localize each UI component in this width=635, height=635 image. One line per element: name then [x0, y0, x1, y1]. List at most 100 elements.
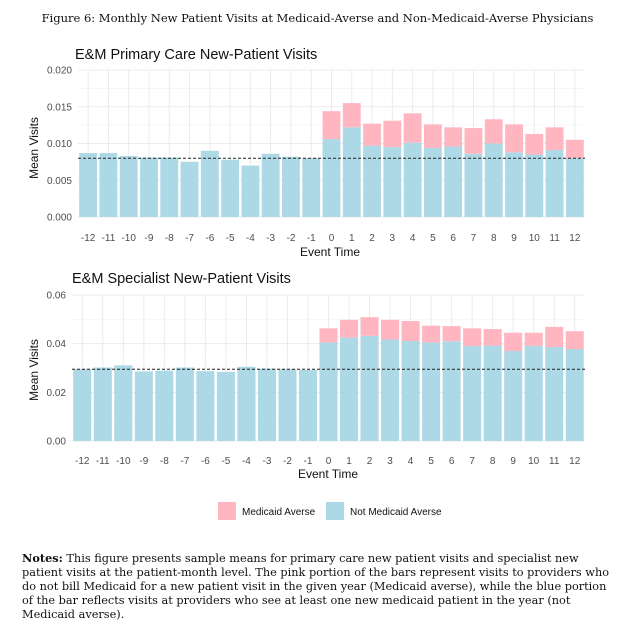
- x-tick-label: 0: [326, 456, 332, 467]
- bar-medicaid-averse: [565, 139, 584, 159]
- x-tick-label: -11: [102, 233, 116, 244]
- x-tick-label: 3: [387, 456, 393, 467]
- x-tick-label: -6: [201, 456, 210, 467]
- bar-not-medicaid-averse: [442, 341, 461, 441]
- bar-not-medicaid-averse: [339, 337, 359, 441]
- bar-not-medicaid-averse: [200, 150, 219, 217]
- bar-not-medicaid-averse: [79, 153, 98, 217]
- bar-medicaid-averse: [423, 124, 442, 148]
- bar-not-medicaid-averse: [401, 340, 420, 441]
- x-tick-label: 11: [549, 233, 560, 244]
- x-tick-label: 12: [569, 456, 581, 467]
- y-tick-label: 0.02: [47, 388, 67, 399]
- bar-medicaid-averse: [545, 127, 564, 151]
- bar-not-medicaid-averse: [381, 339, 400, 441]
- bar-medicaid-averse: [319, 328, 338, 343]
- bar-medicaid-averse: [363, 123, 381, 146]
- bar-not-medicaid-averse: [175, 367, 194, 441]
- bar-medicaid-averse: [463, 328, 482, 347]
- x-tick-label: -12: [75, 456, 90, 467]
- bar-not-medicaid-averse: [93, 367, 112, 441]
- bar-not-medicaid-averse: [160, 157, 179, 217]
- bar-not-medicaid-averse: [383, 147, 402, 217]
- x-tick-label: -2: [286, 233, 295, 244]
- y-tick-label: 0.000: [47, 213, 72, 224]
- x-tick-label: -10: [116, 456, 131, 467]
- chart2-ylabel: Mean Visits: [27, 339, 41, 401]
- x-tick-label: 7: [471, 233, 477, 244]
- bar-not-medicaid-averse: [484, 143, 503, 217]
- x-tick-label: 2: [367, 456, 373, 467]
- x-tick-label: 5: [430, 233, 436, 244]
- x-tick-label: -1: [304, 456, 313, 467]
- x-tick-label: 10: [529, 233, 541, 244]
- bar-medicaid-averse: [545, 326, 564, 348]
- bar-medicaid-averse: [505, 124, 523, 153]
- bar-not-medicaid-averse: [196, 371, 215, 441]
- chart1-title: E&M Primary Care New-Patient Visits: [75, 47, 317, 63]
- bar-not-medicaid-averse: [134, 371, 153, 441]
- bar-not-medicaid-averse: [257, 368, 276, 441]
- x-tick-label: -5: [221, 456, 230, 467]
- bar-medicaid-averse: [504, 332, 523, 351]
- x-tick-label: -7: [180, 456, 189, 467]
- bar-not-medicaid-averse: [261, 153, 280, 217]
- bar-not-medicaid-averse: [319, 342, 338, 441]
- legend-swatch-medicaid-averse: [218, 502, 236, 520]
- bar-not-medicaid-averse: [363, 145, 381, 217]
- bar-medicaid-averse: [565, 331, 584, 350]
- bar-not-medicaid-averse: [504, 350, 523, 441]
- bar-medicaid-averse: [381, 319, 400, 340]
- bar-not-medicaid-averse: [505, 152, 523, 217]
- bar-not-medicaid-averse: [180, 161, 199, 217]
- x-tick-label: -1: [307, 233, 316, 244]
- bar-not-medicaid-averse: [524, 345, 543, 441]
- bar-not-medicaid-averse: [302, 158, 321, 217]
- x-tick-label: 1: [346, 456, 352, 467]
- y-tick-label: 0.010: [47, 139, 72, 150]
- bar-not-medicaid-averse: [322, 139, 341, 217]
- x-tick-label: 6: [450, 233, 456, 244]
- bar-not-medicaid-averse: [216, 371, 235, 441]
- bar-medicaid-averse: [360, 317, 379, 336]
- bar-medicaid-averse: [383, 120, 402, 148]
- bar-not-medicaid-averse: [422, 342, 441, 441]
- x-tick-label: -12: [81, 233, 96, 244]
- x-tick-label: -9: [139, 456, 148, 467]
- bar-not-medicaid-averse: [423, 147, 442, 217]
- chart1-ylabel: Mean Visits: [27, 117, 41, 179]
- bar-not-medicaid-averse: [545, 347, 564, 441]
- y-tick-label: 0.06: [47, 291, 67, 302]
- x-tick-label: 9: [510, 456, 516, 467]
- bar-not-medicaid-averse: [99, 153, 118, 217]
- bar-medicaid-averse: [401, 321, 420, 341]
- figure-title: Figure 6: Monthly New Patient Visits at …: [41, 11, 594, 25]
- bar-medicaid-averse: [464, 128, 483, 154]
- x-tick-label: 8: [491, 233, 497, 244]
- bar-not-medicaid-averse: [565, 158, 584, 217]
- y-tick-label: 0.020: [47, 66, 72, 77]
- x-tick-label: 9: [511, 233, 517, 244]
- bar-not-medicaid-averse: [241, 165, 260, 217]
- x-tick-label: -8: [160, 456, 169, 467]
- bar-not-medicaid-averse: [73, 369, 92, 441]
- bar-not-medicaid-averse: [282, 156, 300, 217]
- bar-not-medicaid-averse: [114, 365, 133, 441]
- bar-medicaid-averse: [525, 133, 544, 155]
- bar-not-medicaid-averse: [360, 335, 379, 441]
- x-tick-label: -4: [242, 456, 251, 467]
- y-tick-label: 0.04: [47, 339, 67, 350]
- figure-charts: E&M Primary Care New-Patient Visits 0.00…: [27, 47, 585, 520]
- chart2-xlabel: Event Time: [298, 467, 358, 481]
- figure-notes: Notes: This figure presents sample means…: [22, 551, 618, 622]
- bar-not-medicaid-averse: [464, 153, 483, 217]
- legend-swatch-not-medicaid-averse: [326, 502, 344, 520]
- x-tick-label: 2: [369, 233, 375, 244]
- bar-medicaid-averse: [442, 326, 461, 342]
- chart1-xlabel: Event Time: [300, 245, 360, 259]
- x-tick-label: 1: [349, 233, 355, 244]
- bar-medicaid-averse: [422, 325, 441, 343]
- bar-medicaid-averse: [524, 332, 543, 346]
- bar-not-medicaid-averse: [278, 369, 297, 441]
- bar-not-medicaid-averse: [119, 155, 138, 217]
